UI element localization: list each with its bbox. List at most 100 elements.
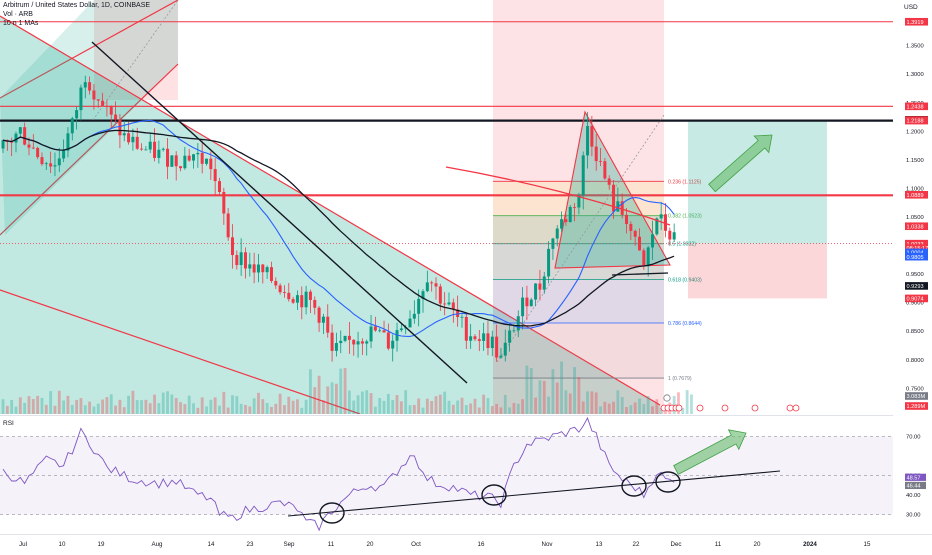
- ma-line-short: [2, 119, 675, 337]
- ma-legend: 10 n 1 MAs: [3, 20, 39, 27]
- rsi-title: RSI: [3, 420, 14, 427]
- volume-bar: [53, 405, 57, 414]
- volume-bar: [625, 407, 628, 414]
- candle-body: [369, 326, 373, 342]
- candle-body: [53, 165, 57, 167]
- volume-bar: [83, 405, 87, 414]
- rsi-pane[interactable]: [0, 417, 893, 532]
- price-badge-label: 1.2438: [907, 104, 924, 110]
- volume-bar: [629, 405, 633, 414]
- volume-bar: [1, 399, 5, 414]
- candle-body: [179, 166, 183, 169]
- volume-bar: [218, 405, 221, 414]
- volume-bar: [460, 397, 464, 414]
- event-marker-icon[interactable]: [786, 404, 794, 412]
- candle-body: [663, 214, 667, 231]
- candle-body: [542, 276, 546, 290]
- price-badge-label: 1.0889: [907, 193, 924, 199]
- candle-body: [256, 264, 260, 273]
- volume-bar: [36, 395, 40, 414]
- candle-body: [196, 152, 200, 155]
- time-tick-label: 16: [478, 541, 485, 548]
- main-pane[interactable]: 0.236 (1.1125) 0.382 (1.0523) 0.5 (1.0032)…: [0, 0, 893, 414]
- event-marker-icon[interactable]: [792, 404, 800, 412]
- volume-bar: [451, 404, 455, 414]
- volume-bar: [594, 392, 598, 414]
- candle-body: [235, 255, 239, 266]
- downtrend-line: [91, 41, 468, 384]
- candle-body: [668, 230, 672, 240]
- time-tick-label: 15: [864, 541, 871, 548]
- candle-body: [586, 126, 590, 156]
- price-badge: [905, 252, 928, 261]
- candle-body: [412, 313, 416, 319]
- candle-body: [23, 127, 27, 145]
- volume-bar: [369, 393, 373, 414]
- dashed-ray: [496, 114, 665, 363]
- volume-bar: [373, 406, 377, 414]
- candle-body: [486, 333, 490, 349]
- candle-body: [291, 299, 295, 303]
- volume-bar: [187, 395, 191, 414]
- candle-body: [503, 342, 507, 356]
- volume-bar: [235, 396, 239, 414]
- volume-bar: [555, 382, 559, 414]
- volume-bar: [265, 402, 269, 414]
- candle-body: [127, 133, 131, 143]
- volume-bar: [529, 368, 533, 414]
- volume-bar: [360, 391, 364, 414]
- candle-body: [226, 213, 230, 238]
- target-zone-left: [94, 0, 178, 100]
- candle-body: [399, 328, 403, 331]
- volume-bar: [551, 369, 555, 414]
- time-tick-label: 2024: [803, 541, 817, 548]
- volume-badge-label: 1.289M: [907, 404, 926, 410]
- candle-body: [378, 330, 382, 332]
- price-badge: [905, 294, 928, 303]
- candle-body: [529, 299, 533, 307]
- volume-bar: [382, 400, 386, 414]
- time-tick-label: 10: [59, 541, 66, 548]
- volume-bar: [23, 402, 27, 414]
- price-badge: [905, 248, 928, 257]
- candle-body: [607, 178, 611, 185]
- volume-bar: [278, 393, 282, 414]
- volume-legend: Vol · ARB: [3, 11, 33, 18]
- candle-body: [96, 99, 100, 101]
- rsi-highlight-circle: [621, 475, 647, 497]
- volume-bar: [317, 375, 321, 414]
- candle-body: [447, 302, 451, 305]
- volume-badge: [905, 392, 928, 400]
- candle-body: [313, 299, 317, 308]
- candle-body: [308, 291, 312, 300]
- candle-body: [603, 161, 607, 179]
- candle-body: [248, 264, 252, 269]
- volume-bar: [5, 405, 9, 414]
- event-marker-icon[interactable]: [751, 404, 759, 412]
- time-tick-label: Jul: [19, 541, 27, 548]
- candle-body: [659, 214, 663, 219]
- volume-bar: [101, 399, 104, 414]
- volume-bar: [412, 404, 416, 414]
- volume-bar: [386, 393, 390, 414]
- wedge-upper-line: [0, 15, 661, 406]
- event-marker-icon[interactable]: [675, 404, 683, 412]
- volume-bar: [417, 398, 421, 414]
- volume-bar: [252, 398, 256, 414]
- volume-bar: [607, 403, 611, 414]
- candle-body: [339, 340, 343, 344]
- event-marker-icon[interactable]: [721, 404, 729, 412]
- chart-symbol-title: Arbitrum / United States Dollar, 1D, COI…: [3, 2, 151, 9]
- candle-body: [425, 282, 429, 292]
- fib-zone-5: [493, 322, 664, 379]
- price-tick-label: 1.0500: [906, 215, 924, 221]
- candle-body: [672, 232, 676, 240]
- event-marker-icon[interactable]: [663, 394, 671, 402]
- candle-body: [66, 133, 70, 151]
- volume-bar: [14, 406, 18, 414]
- event-marker-icon[interactable]: [696, 404, 704, 412]
- candle-body: [347, 335, 351, 340]
- volume-bar: [603, 401, 607, 414]
